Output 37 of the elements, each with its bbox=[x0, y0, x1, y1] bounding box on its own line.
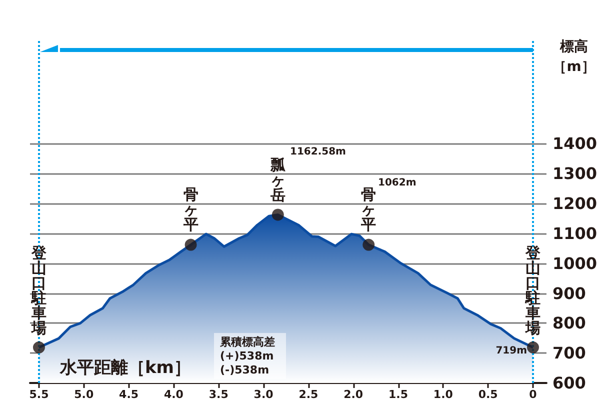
y-tick-label: 1000 bbox=[552, 254, 597, 273]
annotation: 1062m bbox=[378, 178, 416, 188]
x-tick-label: 4.0 bbox=[164, 388, 184, 401]
y-tick-label: 1100 bbox=[552, 224, 597, 243]
x-tick-label: 2.5 bbox=[298, 388, 318, 401]
annotation: 登山口駐車場 bbox=[30, 244, 48, 337]
y-tick-label: 700 bbox=[552, 344, 586, 363]
x-tick-label: 4.5 bbox=[119, 388, 139, 401]
y-tick-label: 1400 bbox=[552, 134, 597, 154]
point bbox=[362, 238, 375, 251]
x-tick-label: 5.5 bbox=[29, 388, 49, 401]
x-tick-label: 1.5 bbox=[388, 388, 408, 401]
annotation: 瓢ヶ岳 bbox=[269, 156, 286, 204]
y-tick-label: 800 bbox=[552, 314, 586, 333]
x-tick-label: 2.0 bbox=[344, 388, 364, 401]
x-tick-label: 3.5 bbox=[208, 388, 228, 401]
x-tick-label: 3.0 bbox=[254, 388, 274, 401]
y-tick-label: 900 bbox=[552, 284, 586, 303]
annotation: 骨ヶ平 bbox=[360, 185, 376, 234]
y-axis-title: 標高［m］ bbox=[552, 38, 596, 75]
annotation: 骨ヶ平 bbox=[182, 185, 198, 234]
y-tick-label: 1300 bbox=[552, 164, 597, 184]
point bbox=[184, 238, 197, 251]
x-axis-title: 水平距離［km］ bbox=[59, 358, 192, 378]
y-tick-label: 1200 bbox=[552, 194, 597, 214]
x-tick-label: 0.5 bbox=[478, 388, 498, 401]
annotation: 登山口駐車場 bbox=[524, 244, 542, 337]
point bbox=[527, 341, 539, 354]
x-tick-label: 5.0 bbox=[74, 388, 94, 401]
point bbox=[272, 208, 284, 221]
y-tick-label: 600 bbox=[552, 374, 586, 392]
annotation: 719m bbox=[496, 346, 527, 356]
annotation: 1162.58m bbox=[290, 146, 346, 158]
x-tick-label: 0 bbox=[529, 388, 538, 401]
x-tick-label: 1.0 bbox=[433, 388, 454, 401]
annotation: 累積標高差 (+)538m (-)538m bbox=[219, 336, 275, 376]
point bbox=[32, 341, 45, 354]
